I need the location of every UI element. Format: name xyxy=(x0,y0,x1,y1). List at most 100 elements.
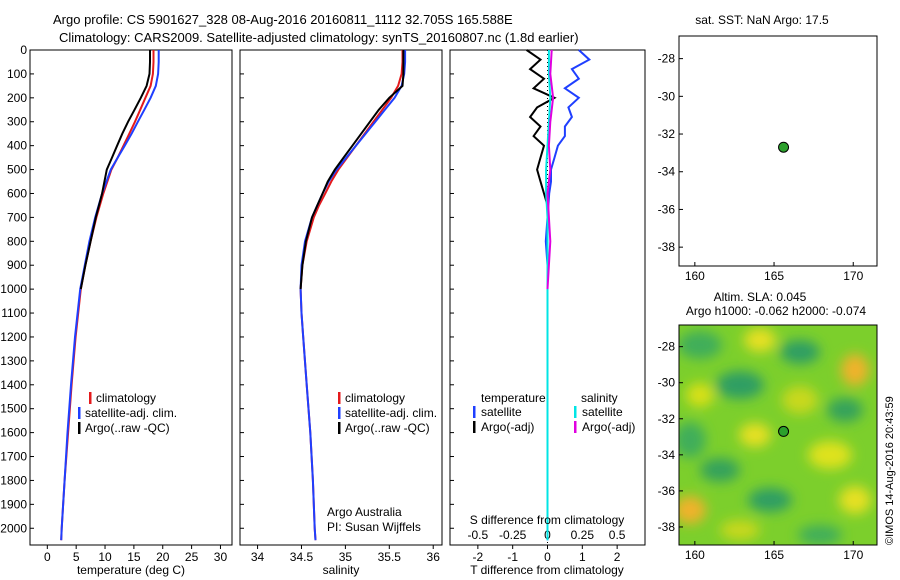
x-tick-label-top: 0.5 xyxy=(609,528,626,542)
depth-tick-label: 600 xyxy=(7,186,27,200)
legend-label-s-argo: Argo(-adj) xyxy=(582,420,635,434)
salinity-panel xyxy=(239,49,443,546)
sst-map-title: sat. SST: NaN Argo: 17.5 xyxy=(695,13,829,27)
sla-map-frame xyxy=(678,324,878,546)
depth-tick-label: 1400 xyxy=(0,378,27,392)
depth-tick-label: 400 xyxy=(7,139,27,153)
map-y-tick-label: -30 xyxy=(658,376,676,390)
difference-xlabel-top: S difference from climatology xyxy=(470,513,625,527)
x-tick-label: -1 xyxy=(507,550,518,564)
depth-tick-label: 1800 xyxy=(0,473,27,487)
map-x-tick-label: 170 xyxy=(843,548,863,562)
figure-title-line1: Argo profile: CS 5901627_328 08-Aug-2016… xyxy=(53,12,513,27)
depth-tick-label: 1200 xyxy=(0,330,27,344)
depth-tick-label: 800 xyxy=(7,234,27,248)
series-line-argo-raw-qc- xyxy=(79,50,151,290)
depth-tick-label: 1100 xyxy=(1,306,27,320)
map-x-tick-label: 160 xyxy=(685,548,705,562)
x-tick-label: 35.5 xyxy=(378,550,402,564)
depth-tick-label: 1300 xyxy=(0,354,27,368)
legend-swatch-t-satellite xyxy=(473,406,476,418)
depth-axis: 0 100 200 300 400 500 600 700 800 900 1000 1100 1200… xyxy=(0,43,454,535)
legend-label-argo: Argo(..raw -QC) xyxy=(85,421,170,435)
x-tick-label: 34 xyxy=(251,550,265,564)
figure-title-line2: Climatology: CARS2009. Satellite-adjuste… xyxy=(59,30,579,45)
map-y-tick-label: -30 xyxy=(658,89,676,103)
depth-tick-label: 1500 xyxy=(0,402,27,416)
map-x-tick-label: 165 xyxy=(764,548,784,562)
x-tick-label-top: -0.25 xyxy=(499,528,527,542)
depth-tick-label: 300 xyxy=(7,115,27,129)
legend-swatch-satellite xyxy=(78,407,81,419)
salinity-legend: climatology satellite-adj. clim. Argo(..… xyxy=(327,391,437,534)
legend-label-climatology: climatology xyxy=(345,391,405,405)
legend-title-temperature: temperature xyxy=(481,391,546,405)
x-tick-label: 36 xyxy=(427,550,441,564)
sla-map-title: Altim. SLA: 0.045 xyxy=(714,290,807,304)
map-y-tick-label: -34 xyxy=(658,448,676,462)
x-tick-label: 1 xyxy=(579,550,586,564)
map-x-tick-label: 160 xyxy=(685,269,705,283)
legend-title-salinity: salinity xyxy=(581,391,618,405)
series-line-satellite-adj-clim- xyxy=(299,50,407,541)
difference-legend: temperature salinity satellite Argo(-adj… xyxy=(473,391,635,434)
x-tick-label: 20 xyxy=(156,550,170,564)
legend-swatch-argo xyxy=(78,422,81,434)
salinity-xlabel: salinity xyxy=(323,563,360,577)
depth-tick-label: 1000 xyxy=(0,282,27,296)
depth-tick-label: 1900 xyxy=(0,497,27,511)
x-tick-label: 34.5 xyxy=(290,550,314,564)
legend-label-satellite: satellite-adj. clim. xyxy=(345,406,437,420)
series-line-temperature-argo-adj- xyxy=(526,49,557,218)
legend-swatch-t-argo xyxy=(473,421,476,433)
legend-label-argo: Argo(..raw -QC) xyxy=(345,421,430,435)
depth-tick-label: 900 xyxy=(7,258,27,272)
series-line-temperature-satellite xyxy=(544,49,592,541)
temperature-legend: climatology satellite-adj. clim. Argo(..… xyxy=(78,391,177,435)
map-y-tick-label: -38 xyxy=(658,520,676,534)
sst-map-frame xyxy=(678,35,878,267)
depth-tick-label: 2000 xyxy=(0,521,27,535)
difference-xlabel: T difference from climatology xyxy=(470,563,624,577)
watermark: ©IMOS 14-Aug-2016 20:43:59 xyxy=(884,396,896,545)
map-y-tick-label: -34 xyxy=(658,165,676,179)
temperature-plot: 0 5 10 15 20 25 30 xyxy=(44,50,227,564)
depth-tick-label: 700 xyxy=(7,210,27,224)
x-tick-label: 35 xyxy=(339,550,353,564)
x-tick-label: 10 xyxy=(98,550,112,564)
legend-label-satellite: satellite-adj. clim. xyxy=(85,406,177,420)
series-line-salinity-argo-adj- xyxy=(546,49,555,290)
sla-map-subtitle: Argo h1000: -0.062 h2000: -0.074 xyxy=(686,304,866,318)
x-tick-label: 30 xyxy=(214,550,228,564)
credit-line-1: Argo Australia xyxy=(327,505,402,519)
map-x-tick-label: 170 xyxy=(843,269,863,283)
map-y-tick-label: -28 xyxy=(658,340,676,354)
x-tick-label-top: -0.5 xyxy=(468,528,489,542)
legend-swatch-s-satellite xyxy=(574,406,577,418)
map-y-tick-label: -28 xyxy=(658,52,676,66)
series-line-satellite-adj-clim- xyxy=(60,50,160,541)
x-tick-label: 5 xyxy=(73,550,80,564)
map-y-tick-label: -36 xyxy=(658,484,676,498)
map-y-tick-label: -32 xyxy=(658,127,676,141)
series-line-climatology xyxy=(60,50,155,541)
x-tick-label: 0 xyxy=(44,550,51,564)
series-line-climatology xyxy=(299,50,404,541)
depth-tick-label: 1700 xyxy=(0,450,27,464)
map-y-tick-label: -32 xyxy=(658,412,676,426)
float-position-marker xyxy=(778,425,790,437)
legend-swatch-climatology xyxy=(338,392,341,404)
depth-tick-label: 100 xyxy=(7,67,27,81)
temperature-panel xyxy=(29,49,233,546)
x-tick-label: 2 xyxy=(614,550,621,564)
legend-swatch-satellite xyxy=(338,407,341,419)
depth-tick-label: 200 xyxy=(7,91,27,105)
x-tick-label: 15 xyxy=(127,550,141,564)
credit-line-2: PI: Susan Wijffels xyxy=(327,520,421,534)
legend-label-climatology: climatology xyxy=(96,391,156,405)
depth-tick-label: 500 xyxy=(7,163,27,177)
sla-heatmap xyxy=(679,325,877,545)
legend-label-s-satellite: satellite xyxy=(582,405,623,419)
x-tick-label: -2 xyxy=(473,550,484,564)
